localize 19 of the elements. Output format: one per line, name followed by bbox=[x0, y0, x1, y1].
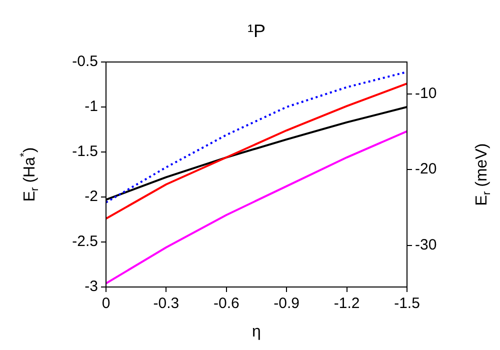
x-tick-label: -0.3 bbox=[153, 295, 180, 312]
x-tick-label: -1.5 bbox=[394, 295, 420, 312]
y-tick-label: -2.5 bbox=[72, 233, 98, 250]
x-tick-label: 0 bbox=[102, 295, 110, 312]
y-tick-label: -1 bbox=[84, 98, 98, 116]
y2-tick-label: -30 bbox=[415, 236, 437, 254]
y2-axis-title: Er (meV) bbox=[473, 143, 493, 206]
y-tick-label: -1.5 bbox=[72, 143, 98, 160]
y-axis-title: Er (Ha*) bbox=[18, 147, 41, 202]
x-tick-label: -1.2 bbox=[334, 295, 360, 312]
x-tick-label: -0.6 bbox=[213, 295, 240, 312]
y-tick-label: -2 bbox=[84, 188, 98, 206]
chart-title: ¹P bbox=[248, 20, 266, 41]
y2-tick-label: -10 bbox=[415, 84, 437, 102]
x-axis-title: η bbox=[252, 323, 261, 340]
y-tick-label: -0.5 bbox=[72, 53, 98, 70]
y2-tick-label: -20 bbox=[415, 160, 437, 178]
y-tick-label: -3 bbox=[84, 278, 98, 296]
x-tick-label: -0.9 bbox=[274, 295, 300, 312]
